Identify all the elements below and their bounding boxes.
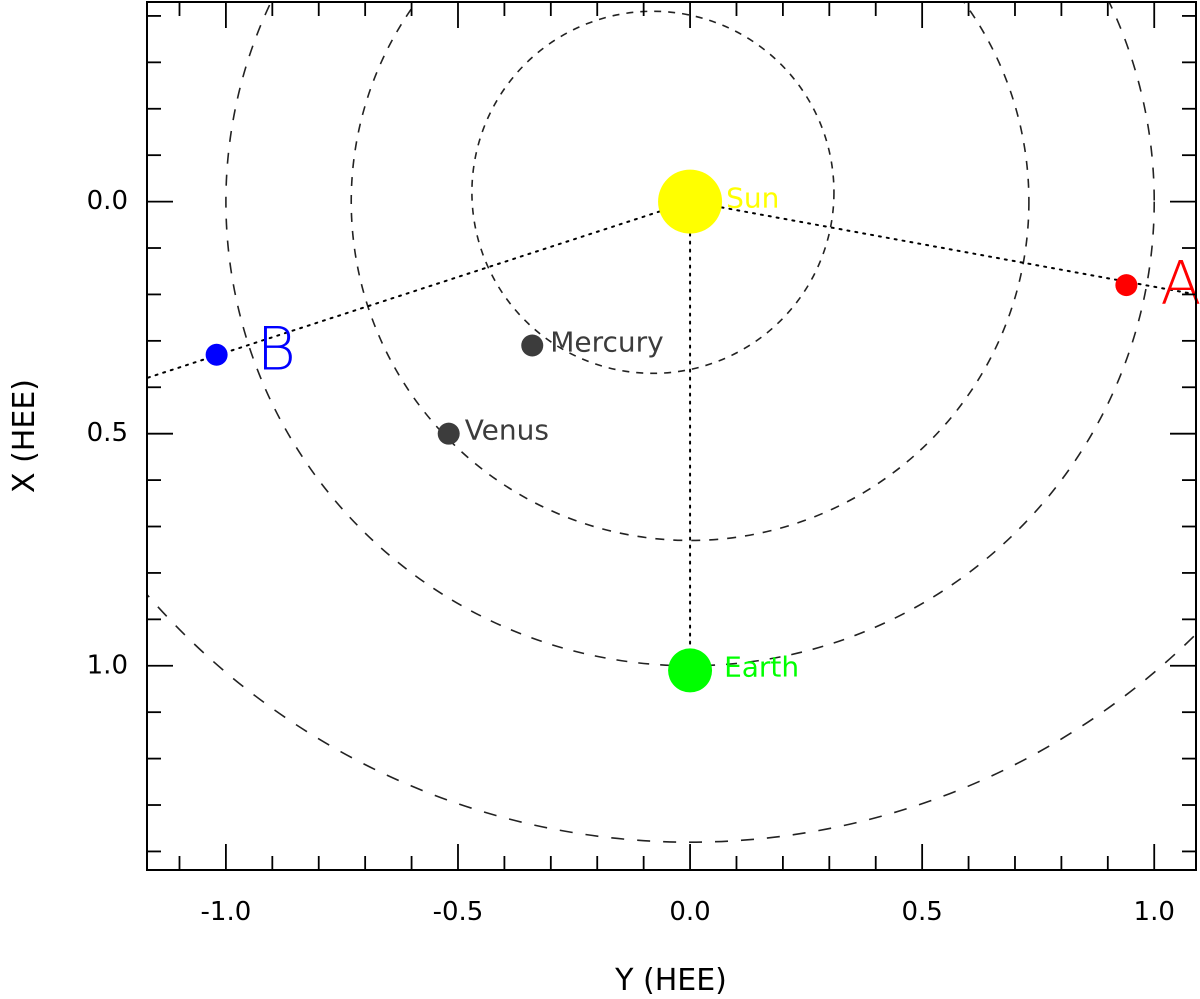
plot-frame (146, 1, 1197, 871)
body-label-sun: Sun (726, 182, 779, 215)
body-marker-b (205, 343, 228, 366)
body-label-b: B (257, 314, 296, 384)
body-label-earth: Earth (724, 650, 799, 683)
connection-line-2 (689, 200, 1196, 296)
x-axis-label: Y (HEE) (614, 963, 727, 998)
y-axis-label: X (HEE) (7, 379, 42, 493)
y-tick-label: 0.5 (87, 418, 128, 448)
x-tick-labels: -1.0 -0.5 0.0 0.5 1.0 (201, 897, 1175, 927)
x-tick-label: -1.0 (201, 897, 252, 927)
body-marker-mercury (521, 334, 544, 357)
connection-line-3 (147, 200, 692, 379)
plot-area (147, 2, 1196, 870)
x-tick-label: 1.0 (1134, 897, 1175, 927)
bodies (205, 169, 1138, 693)
plot-content (147, 2, 1196, 843)
body-marker-venus (437, 422, 460, 445)
orbit-2 (350, 2, 1030, 542)
y-tick-label: 0.0 (87, 186, 128, 216)
body-marker-sun (658, 169, 723, 234)
y-tick-label: 1.0 (87, 650, 128, 680)
x-tick-label: 0.0 (669, 897, 710, 927)
body-label-a: A (1160, 249, 1200, 319)
y-tick-labels: 0.0 0.5 1.0 (87, 186, 128, 680)
orbit-4 (147, 593, 1196, 843)
body-marker-a (1115, 274, 1138, 297)
body-labels: Sun Mercury Venus Earth A B (257, 182, 1200, 684)
body-marker-earth (668, 648, 713, 693)
x-tick-label: 0.5 (901, 897, 942, 927)
body-label-mercury: Mercury (550, 325, 664, 358)
body-label-venus: Venus (465, 414, 549, 447)
connection-lines (147, 200, 1196, 672)
orbit-1 (471, 10, 835, 375)
axis-ticks (147, 2, 1196, 870)
x-tick-label: -0.5 (433, 897, 484, 927)
